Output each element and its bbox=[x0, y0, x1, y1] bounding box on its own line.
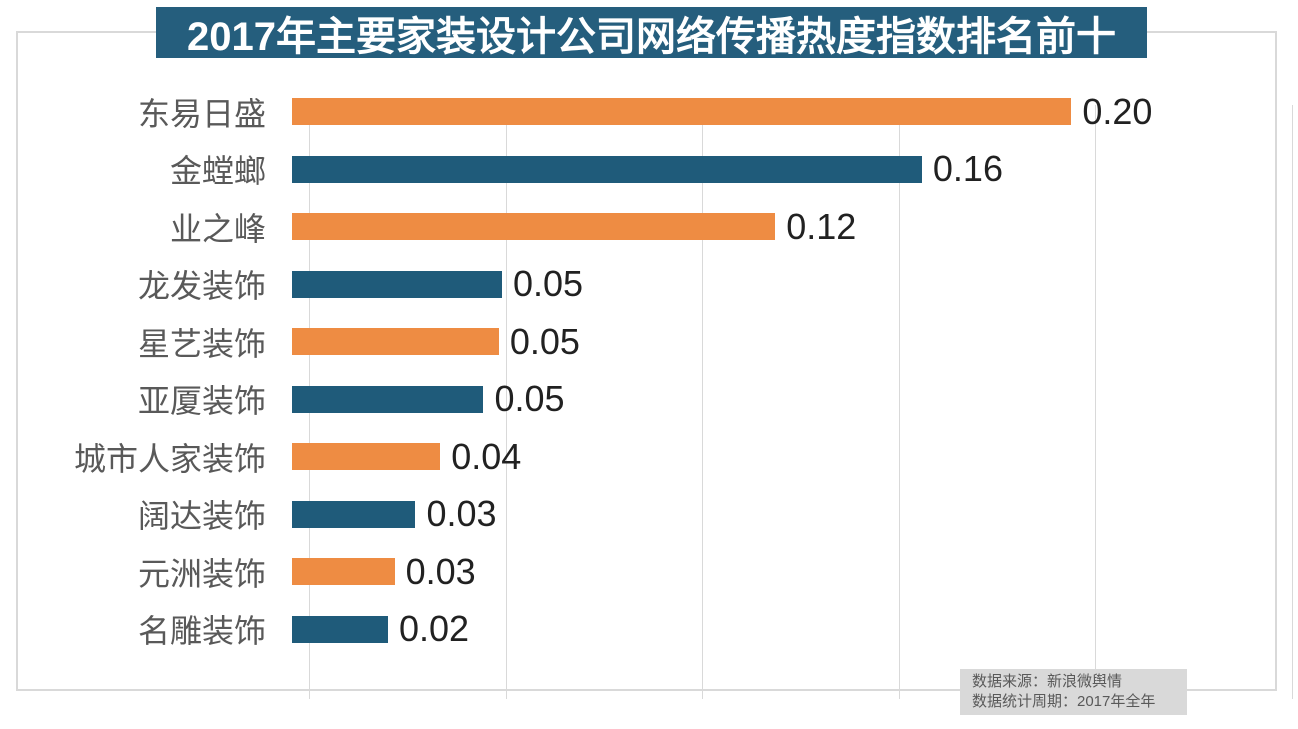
bar-track: 0.05 bbox=[292, 323, 1275, 359]
bar-row: 星艺装饰 0.05 bbox=[0, 313, 1298, 371]
bar-row: 东易日盛 0.20 bbox=[0, 83, 1298, 141]
category-label: 业之峰 bbox=[169, 210, 266, 247]
bar-row: 名雕装饰 0.02 bbox=[0, 601, 1298, 659]
source-line-2: 数据统计周期：2017年全年 bbox=[972, 693, 1156, 710]
gridline-0.20 bbox=[1095, 105, 1097, 699]
gridline-0.05 bbox=[505, 105, 507, 699]
category-label: 金螳螂 bbox=[169, 153, 266, 190]
bar-rows: 东易日盛 0.20 金螳螂 0.16 业之峰 0.12 龙发装饰 0.05 星艺装饰 0.05 亚厦… bbox=[0, 83, 1298, 658]
bar-row: 城市人家装饰 0.04 bbox=[0, 428, 1298, 486]
bar[interactable] bbox=[292, 443, 441, 471]
bar-row: 龙发装饰 0.05 bbox=[0, 256, 1298, 314]
bar-row: 阔达装饰 0.03 bbox=[0, 486, 1298, 544]
bar-track: 0.04 bbox=[292, 438, 1275, 474]
category-label: 星艺装饰 bbox=[137, 325, 266, 362]
value-label: 0.03 bbox=[405, 550, 476, 592]
value-label: 0.05 bbox=[509, 320, 580, 362]
bar-row: 元洲装饰 0.03 bbox=[0, 543, 1298, 601]
bar-row: 业之峰 0.12 bbox=[0, 198, 1298, 256]
bar[interactable] bbox=[292, 270, 502, 298]
bar[interactable] bbox=[292, 155, 922, 183]
bar-track: 0.05 bbox=[292, 381, 1275, 417]
bar-track: 0.05 bbox=[292, 266, 1275, 302]
gridline-0.25 bbox=[1292, 105, 1293, 699]
source-line-1: 数据来源：新浪微舆情 bbox=[972, 673, 1123, 690]
value-label: 0.02 bbox=[398, 608, 470, 650]
bar[interactable] bbox=[292, 213, 776, 241]
value-label: 0.20 bbox=[1082, 90, 1153, 132]
value-label: 0.03 bbox=[426, 493, 497, 535]
bar-track: 0.20 bbox=[292, 93, 1275, 129]
bar[interactable] bbox=[292, 328, 499, 356]
value-label: 0.12 bbox=[786, 205, 857, 247]
gridline-0.15 bbox=[898, 105, 900, 699]
value-label: 0.05 bbox=[512, 263, 584, 305]
bar-track: 0.02 bbox=[292, 611, 1275, 647]
bar[interactable] bbox=[292, 558, 395, 586]
bar-track: 0.03 bbox=[292, 553, 1275, 589]
category-label: 亚厦装饰 bbox=[137, 383, 266, 420]
value-label: 0.04 bbox=[451, 435, 522, 477]
bar-track: 0.16 bbox=[292, 151, 1275, 187]
category-label: 名雕装饰 bbox=[137, 613, 266, 650]
chart-title: 2017年主要家装设计公司网络传播热度指数排名前十 bbox=[187, 14, 1116, 59]
value-label: 0.05 bbox=[494, 378, 565, 420]
chart-card bbox=[16, 31, 1293, 699]
category-label: 东易日盛 bbox=[137, 95, 266, 132]
category-label: 龙发装饰 bbox=[137, 268, 266, 305]
bar-track: 0.03 bbox=[292, 496, 1275, 532]
gridline-0.10 bbox=[702, 105, 704, 699]
bar-track: 0.12 bbox=[292, 208, 1275, 244]
bar[interactable] bbox=[292, 615, 388, 643]
bar-row: 亚厦装饰 0.05 bbox=[0, 371, 1298, 429]
category-label: 城市人家装饰 bbox=[73, 440, 266, 477]
category-label: 阔达装饰 bbox=[137, 498, 266, 535]
chart-title-banner: 2017年主要家装设计公司网络传播热度指数排名前十 bbox=[156, 7, 1147, 59]
source-box: 数据来源：新浪微舆情 数据统计周期：2017年全年 bbox=[960, 669, 1187, 715]
value-label: 0.16 bbox=[932, 148, 1003, 190]
bar-row: 金螳螂 0.16 bbox=[0, 141, 1298, 199]
category-label: 元洲装饰 bbox=[137, 555, 266, 592]
bar[interactable] bbox=[292, 500, 416, 528]
bar[interactable] bbox=[292, 385, 484, 413]
bar[interactable] bbox=[292, 98, 1072, 126]
